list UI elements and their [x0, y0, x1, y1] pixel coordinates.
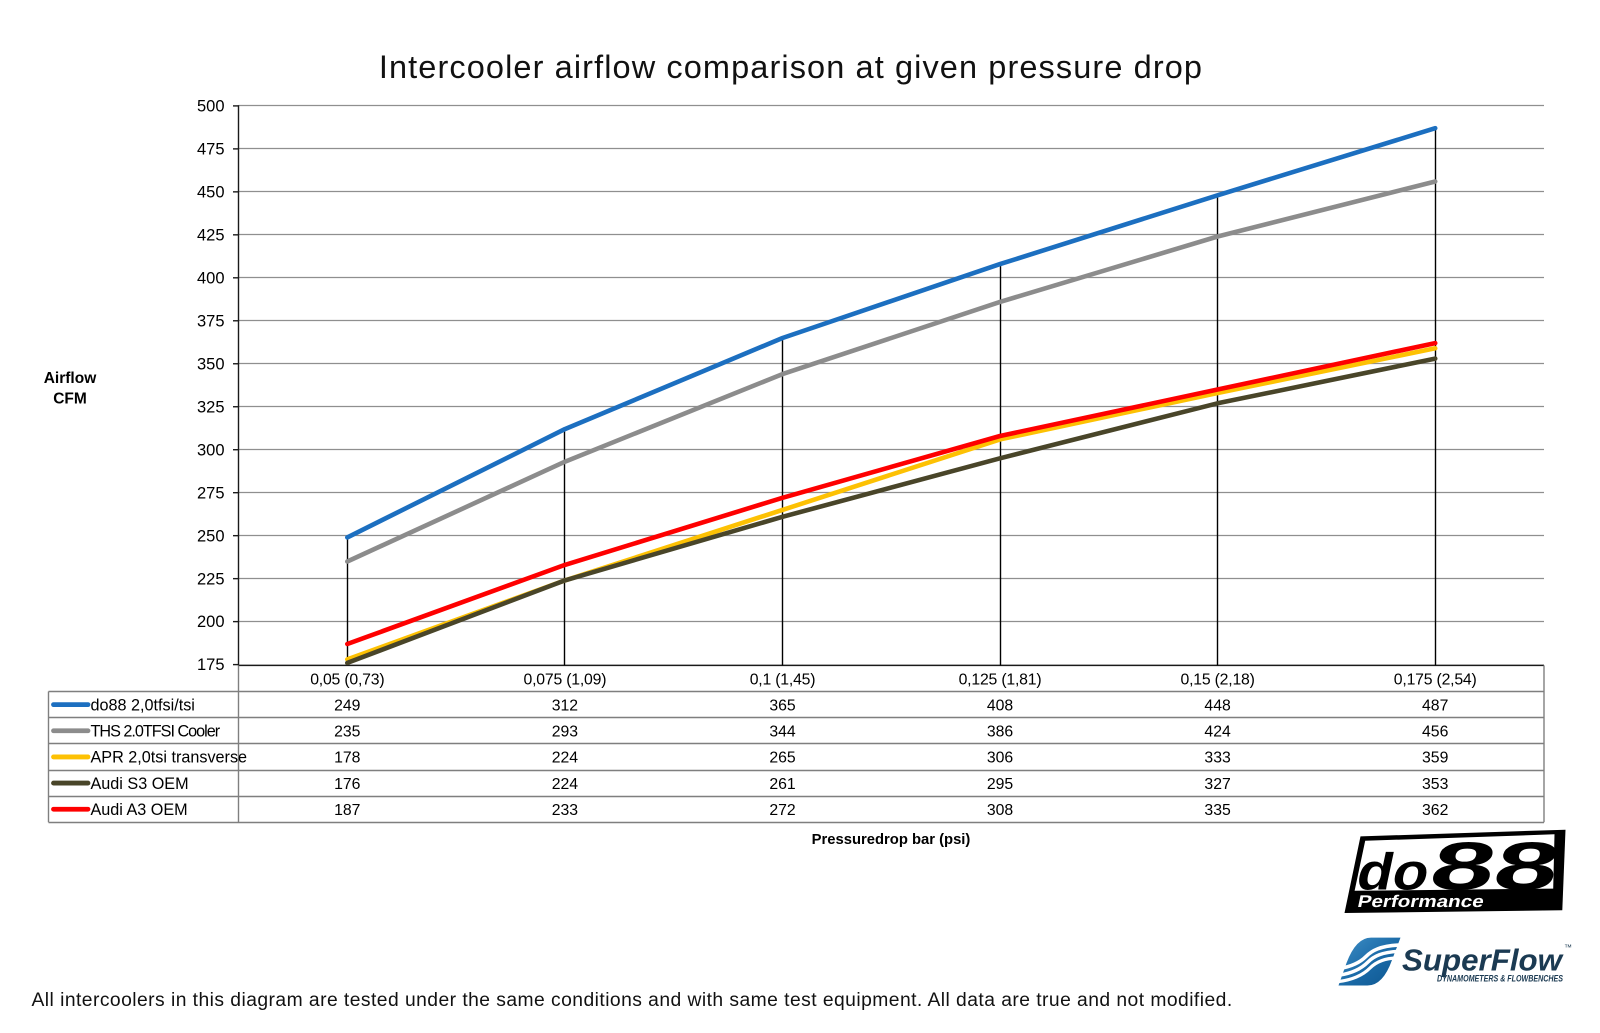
svg-text:THS 2.0TFSI Cooler: THS 2.0TFSI Cooler — [91, 723, 221, 741]
svg-text:327: 327 — [1204, 776, 1230, 793]
svg-text:450: 450 — [197, 183, 225, 201]
svg-text:0,15 (2,18): 0,15 (2,18) — [1180, 671, 1254, 688]
svg-text:275: 275 — [197, 484, 225, 502]
svg-text:0,125 (1,81): 0,125 (1,81) — [959, 671, 1042, 688]
svg-text:224: 224 — [552, 776, 579, 793]
svg-text:Audi A3 OEM: Audi A3 OEM — [91, 801, 188, 819]
svg-text:Audi S3 OEM: Audi S3 OEM — [91, 775, 189, 793]
svg-text:425: 425 — [197, 226, 225, 244]
svg-text:386: 386 — [987, 724, 1014, 741]
svg-text:88: 88 — [1424, 828, 1567, 904]
svg-text:375: 375 — [197, 312, 225, 330]
svg-text:0,075 (1,09): 0,075 (1,09) — [524, 671, 607, 688]
svg-text:500: 500 — [197, 98, 225, 116]
svg-text:Airflow: Airflow — [44, 370, 97, 387]
svg-text:300: 300 — [197, 441, 225, 459]
svg-text:295: 295 — [987, 776, 1014, 793]
svg-text:353: 353 — [1422, 776, 1449, 793]
svg-text:335: 335 — [1204, 802, 1231, 819]
svg-text:333: 333 — [1204, 750, 1231, 767]
svg-text:SuperFlow: SuperFlow — [1402, 943, 1564, 978]
svg-text:362: 362 — [1422, 802, 1448, 819]
svg-text:do88 2,0tfsi/tsi: do88 2,0tfsi/tsi — [91, 696, 195, 714]
svg-text:™: ™ — [1564, 943, 1572, 952]
svg-text:224: 224 — [552, 750, 579, 767]
svg-text:225: 225 — [197, 570, 225, 588]
svg-text:325: 325 — [197, 398, 225, 416]
svg-text:200: 200 — [197, 613, 225, 631]
svg-text:do: do — [1352, 843, 1435, 901]
svg-text:Pressuredrop bar (psi): Pressuredrop bar (psi) — [812, 832, 971, 848]
svg-text:487: 487 — [1422, 697, 1448, 714]
svg-text:448: 448 — [1204, 697, 1231, 714]
svg-text:175: 175 — [197, 656, 225, 674]
svg-text:359: 359 — [1422, 750, 1449, 767]
svg-text:272: 272 — [769, 802, 795, 819]
svg-text:233: 233 — [552, 802, 579, 819]
svg-text:176: 176 — [334, 776, 361, 793]
svg-text:178: 178 — [334, 750, 361, 767]
svg-text:344: 344 — [769, 724, 796, 741]
svg-text:250: 250 — [197, 527, 225, 545]
svg-text:0,1 (1,45): 0,1 (1,45) — [750, 671, 816, 688]
svg-text:408: 408 — [987, 697, 1014, 714]
svg-text:187: 187 — [334, 802, 360, 819]
svg-text:0,175 (2,54): 0,175 (2,54) — [1394, 671, 1477, 688]
svg-text:306: 306 — [987, 750, 1014, 767]
svg-text:Intercooler airflow comparison: Intercooler airflow comparison at given … — [379, 49, 1203, 85]
svg-text:456: 456 — [1422, 724, 1449, 741]
svg-text:350: 350 — [197, 355, 225, 373]
svg-text:475: 475 — [197, 140, 225, 158]
svg-text:CFM: CFM — [53, 391, 87, 408]
svg-text:DYNAMOMETERS & FLOWBENCHES: DYNAMOMETERS & FLOWBENCHES — [1437, 974, 1563, 984]
svg-text:Performance: Performance — [1356, 891, 1486, 911]
svg-text:0,05 (0,73): 0,05 (0,73) — [310, 671, 384, 688]
svg-text:308: 308 — [987, 802, 1014, 819]
svg-text:312: 312 — [552, 697, 578, 714]
svg-text:293: 293 — [552, 724, 579, 741]
svg-text:249: 249 — [334, 697, 361, 714]
svg-text:APR 2,0tsi transverse: APR 2,0tsi transverse — [91, 749, 248, 767]
svg-text:365: 365 — [769, 697, 796, 714]
svg-text:424: 424 — [1204, 724, 1231, 741]
svg-text:All intercoolers in this diagr: All intercoolers in this diagram are tes… — [32, 990, 1233, 1011]
svg-text:265: 265 — [769, 750, 796, 767]
svg-text:261: 261 — [769, 776, 796, 793]
svg-text:400: 400 — [197, 269, 225, 287]
svg-text:235: 235 — [334, 724, 361, 741]
